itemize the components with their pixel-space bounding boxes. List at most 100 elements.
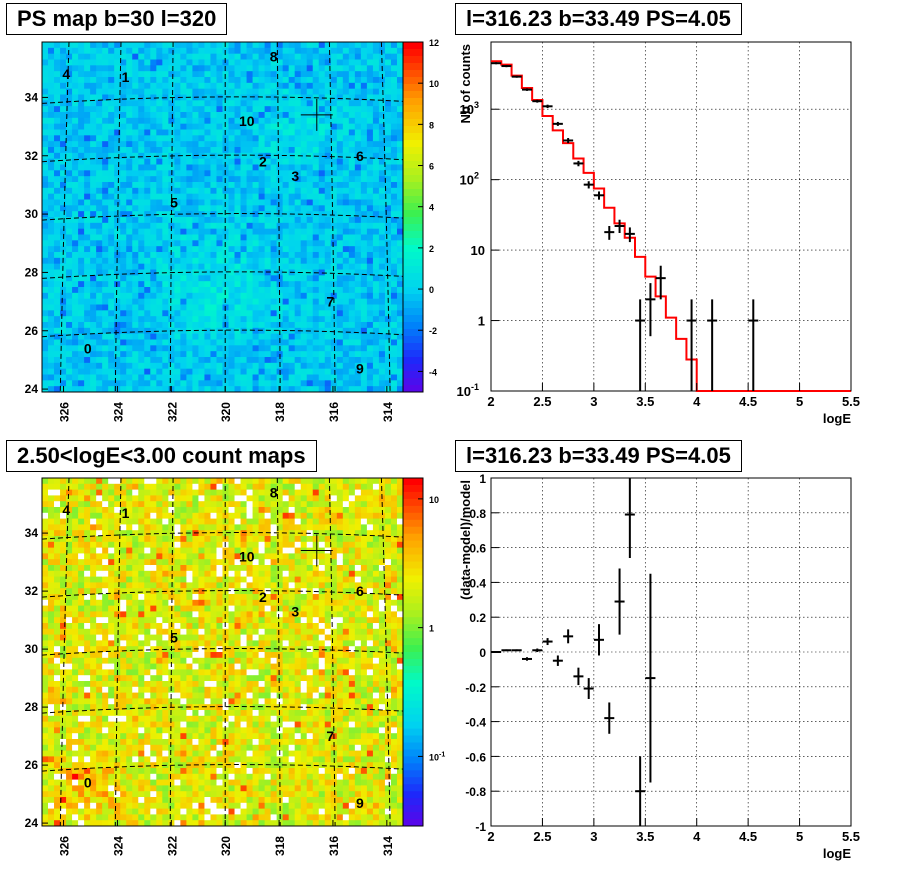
residual-xlabel: logE xyxy=(823,846,851,861)
colorbar-tick-2-0: 10 xyxy=(429,495,439,505)
spectrum-ytick-3: 102 xyxy=(460,171,479,188)
source-label-5: 5 xyxy=(170,194,178,210)
panel1-title: PS map b=30 l=320 xyxy=(6,3,228,35)
source-label-6: 6 xyxy=(356,583,364,599)
source-label-7: 7 xyxy=(326,728,334,744)
source-label-9: 9 xyxy=(356,361,364,377)
data-point-11 xyxy=(604,225,615,240)
map-xtick-1-5: 316 xyxy=(327,402,341,422)
residual-xtick-6: 5 xyxy=(796,829,803,844)
residual-point-5 xyxy=(542,638,553,646)
source-label-0: 0 xyxy=(84,775,92,791)
source-label-8: 8 xyxy=(270,49,278,65)
residual-xtick-1: 2.5 xyxy=(533,829,551,844)
colorbar-tick-2-1: 1 xyxy=(429,624,434,634)
map-ytick-2-3: 30 xyxy=(25,642,39,656)
map-xtick-1-6: 314 xyxy=(381,402,395,422)
residual-ytick-4: -0.2 xyxy=(465,681,486,695)
data-point-3 xyxy=(522,88,532,91)
data-point-0 xyxy=(491,62,502,65)
residual-point-9 xyxy=(583,678,594,699)
data-point-7 xyxy=(563,138,574,144)
colorbar-tick-1-1: -2 xyxy=(429,326,437,336)
residual-ytick-3: -0.4 xyxy=(465,716,486,730)
residual-panel: 2 2.5 3 3.5 4 4.5 5 5.5 -1 -0.8 -0.6 -0.4 -0.2 0 0.2 0.… xyxy=(458,472,860,861)
source-label-7: 7 xyxy=(326,294,334,310)
data-point-5 xyxy=(542,104,553,109)
residual-grid xyxy=(491,478,851,826)
data-point-17 xyxy=(686,299,697,391)
residual-point-13 xyxy=(624,478,635,559)
data-point-16 xyxy=(655,265,666,300)
residual-point-6 xyxy=(552,655,563,666)
data-point-10 xyxy=(594,191,604,200)
map-xtick-2-4: 318 xyxy=(273,836,287,856)
colorbar-tick-2-2: 10-1 xyxy=(429,751,445,762)
source-label-4: 4 xyxy=(62,502,70,518)
panel3-title: 2.50<logE<3.00 count maps xyxy=(6,440,317,472)
colorbar-tick-1-3: 2 xyxy=(429,244,434,254)
map-xtick-2-2: 322 xyxy=(165,836,179,856)
panel4-title: l=316.23 b=33.49 PS=4.05 xyxy=(455,440,742,472)
source-marker xyxy=(300,98,333,131)
data-point-8 xyxy=(573,160,584,167)
source-label-1: 1 xyxy=(122,505,130,521)
colorbar-tick-1-5: 6 xyxy=(429,162,434,172)
residual-ytick-8: 0.6 xyxy=(469,542,486,556)
colorbar-tick-1-7: 10 xyxy=(429,79,439,89)
map-xtick-2-0: 326 xyxy=(58,836,72,856)
data-point-9 xyxy=(583,181,594,189)
residual-ytick-6: 0.2 xyxy=(469,611,486,625)
map-xtick-1-0: 326 xyxy=(58,402,72,422)
spectrum-xtick-7: 5.5 xyxy=(842,394,860,409)
map-ytick-1-2: 28 xyxy=(25,265,39,279)
spectrum-xtick-6: 5 xyxy=(796,394,803,409)
source-label-3: 3 xyxy=(291,168,299,184)
residual-ytick-7: 0.4 xyxy=(469,576,486,590)
map-ytick-2-2: 28 xyxy=(25,700,39,714)
data-point-2 xyxy=(511,75,522,78)
map-xtick-1-4: 318 xyxy=(273,402,287,422)
residual-point-11 xyxy=(604,702,615,734)
data-point-14 xyxy=(635,299,646,391)
residual-ytick-9: 0.8 xyxy=(469,507,486,521)
map-ytick-1-1: 26 xyxy=(25,324,39,338)
residual-ytick-0: -1 xyxy=(475,820,486,834)
spectrum-xtick-3: 3.5 xyxy=(636,394,654,409)
colorbar-tick-1-2: 0 xyxy=(429,285,434,295)
residual-xtick-2: 3 xyxy=(590,829,597,844)
map-ytick-2-1: 26 xyxy=(25,758,39,772)
data-point-4 xyxy=(532,99,543,103)
model-histogram xyxy=(491,60,851,392)
map-xtick-1-3: 320 xyxy=(219,402,233,422)
data-point-19 xyxy=(748,299,759,391)
residual-point-8 xyxy=(573,667,584,686)
data-point-15 xyxy=(645,283,656,337)
residual-ytick-1: -0.8 xyxy=(465,785,486,799)
residual-ytick-2: -0.6 xyxy=(465,750,486,764)
map-ytick-1-5: 34 xyxy=(25,90,39,104)
map-ytick-1-3: 30 xyxy=(25,207,39,221)
source-label-6: 6 xyxy=(356,148,364,164)
map-xtick-1-2: 322 xyxy=(165,402,179,422)
source-label-10: 10 xyxy=(239,113,255,129)
colorbar-2: 10 1 10-1 xyxy=(402,477,445,827)
spectrum-xtick-0: 2 xyxy=(487,394,494,409)
source-label-10: 10 xyxy=(239,548,255,564)
map-xtick-2-6: 314 xyxy=(381,836,395,856)
spectrum-ytick-2: 10 xyxy=(471,243,485,258)
map-grid-2 xyxy=(41,477,404,827)
map-ytick-1-4: 32 xyxy=(25,149,39,163)
colorbar-tick-1-4: 4 xyxy=(429,203,434,213)
source-label-2: 2 xyxy=(259,589,267,605)
map-xtick-1-1: 324 xyxy=(111,402,125,422)
colorbar-tick-1-6: 8 xyxy=(429,120,434,130)
source-label-1: 1 xyxy=(122,69,130,85)
spectrum-xtick-2: 3 xyxy=(590,394,597,409)
source-label-8: 8 xyxy=(270,485,278,501)
source-marker xyxy=(300,534,333,567)
